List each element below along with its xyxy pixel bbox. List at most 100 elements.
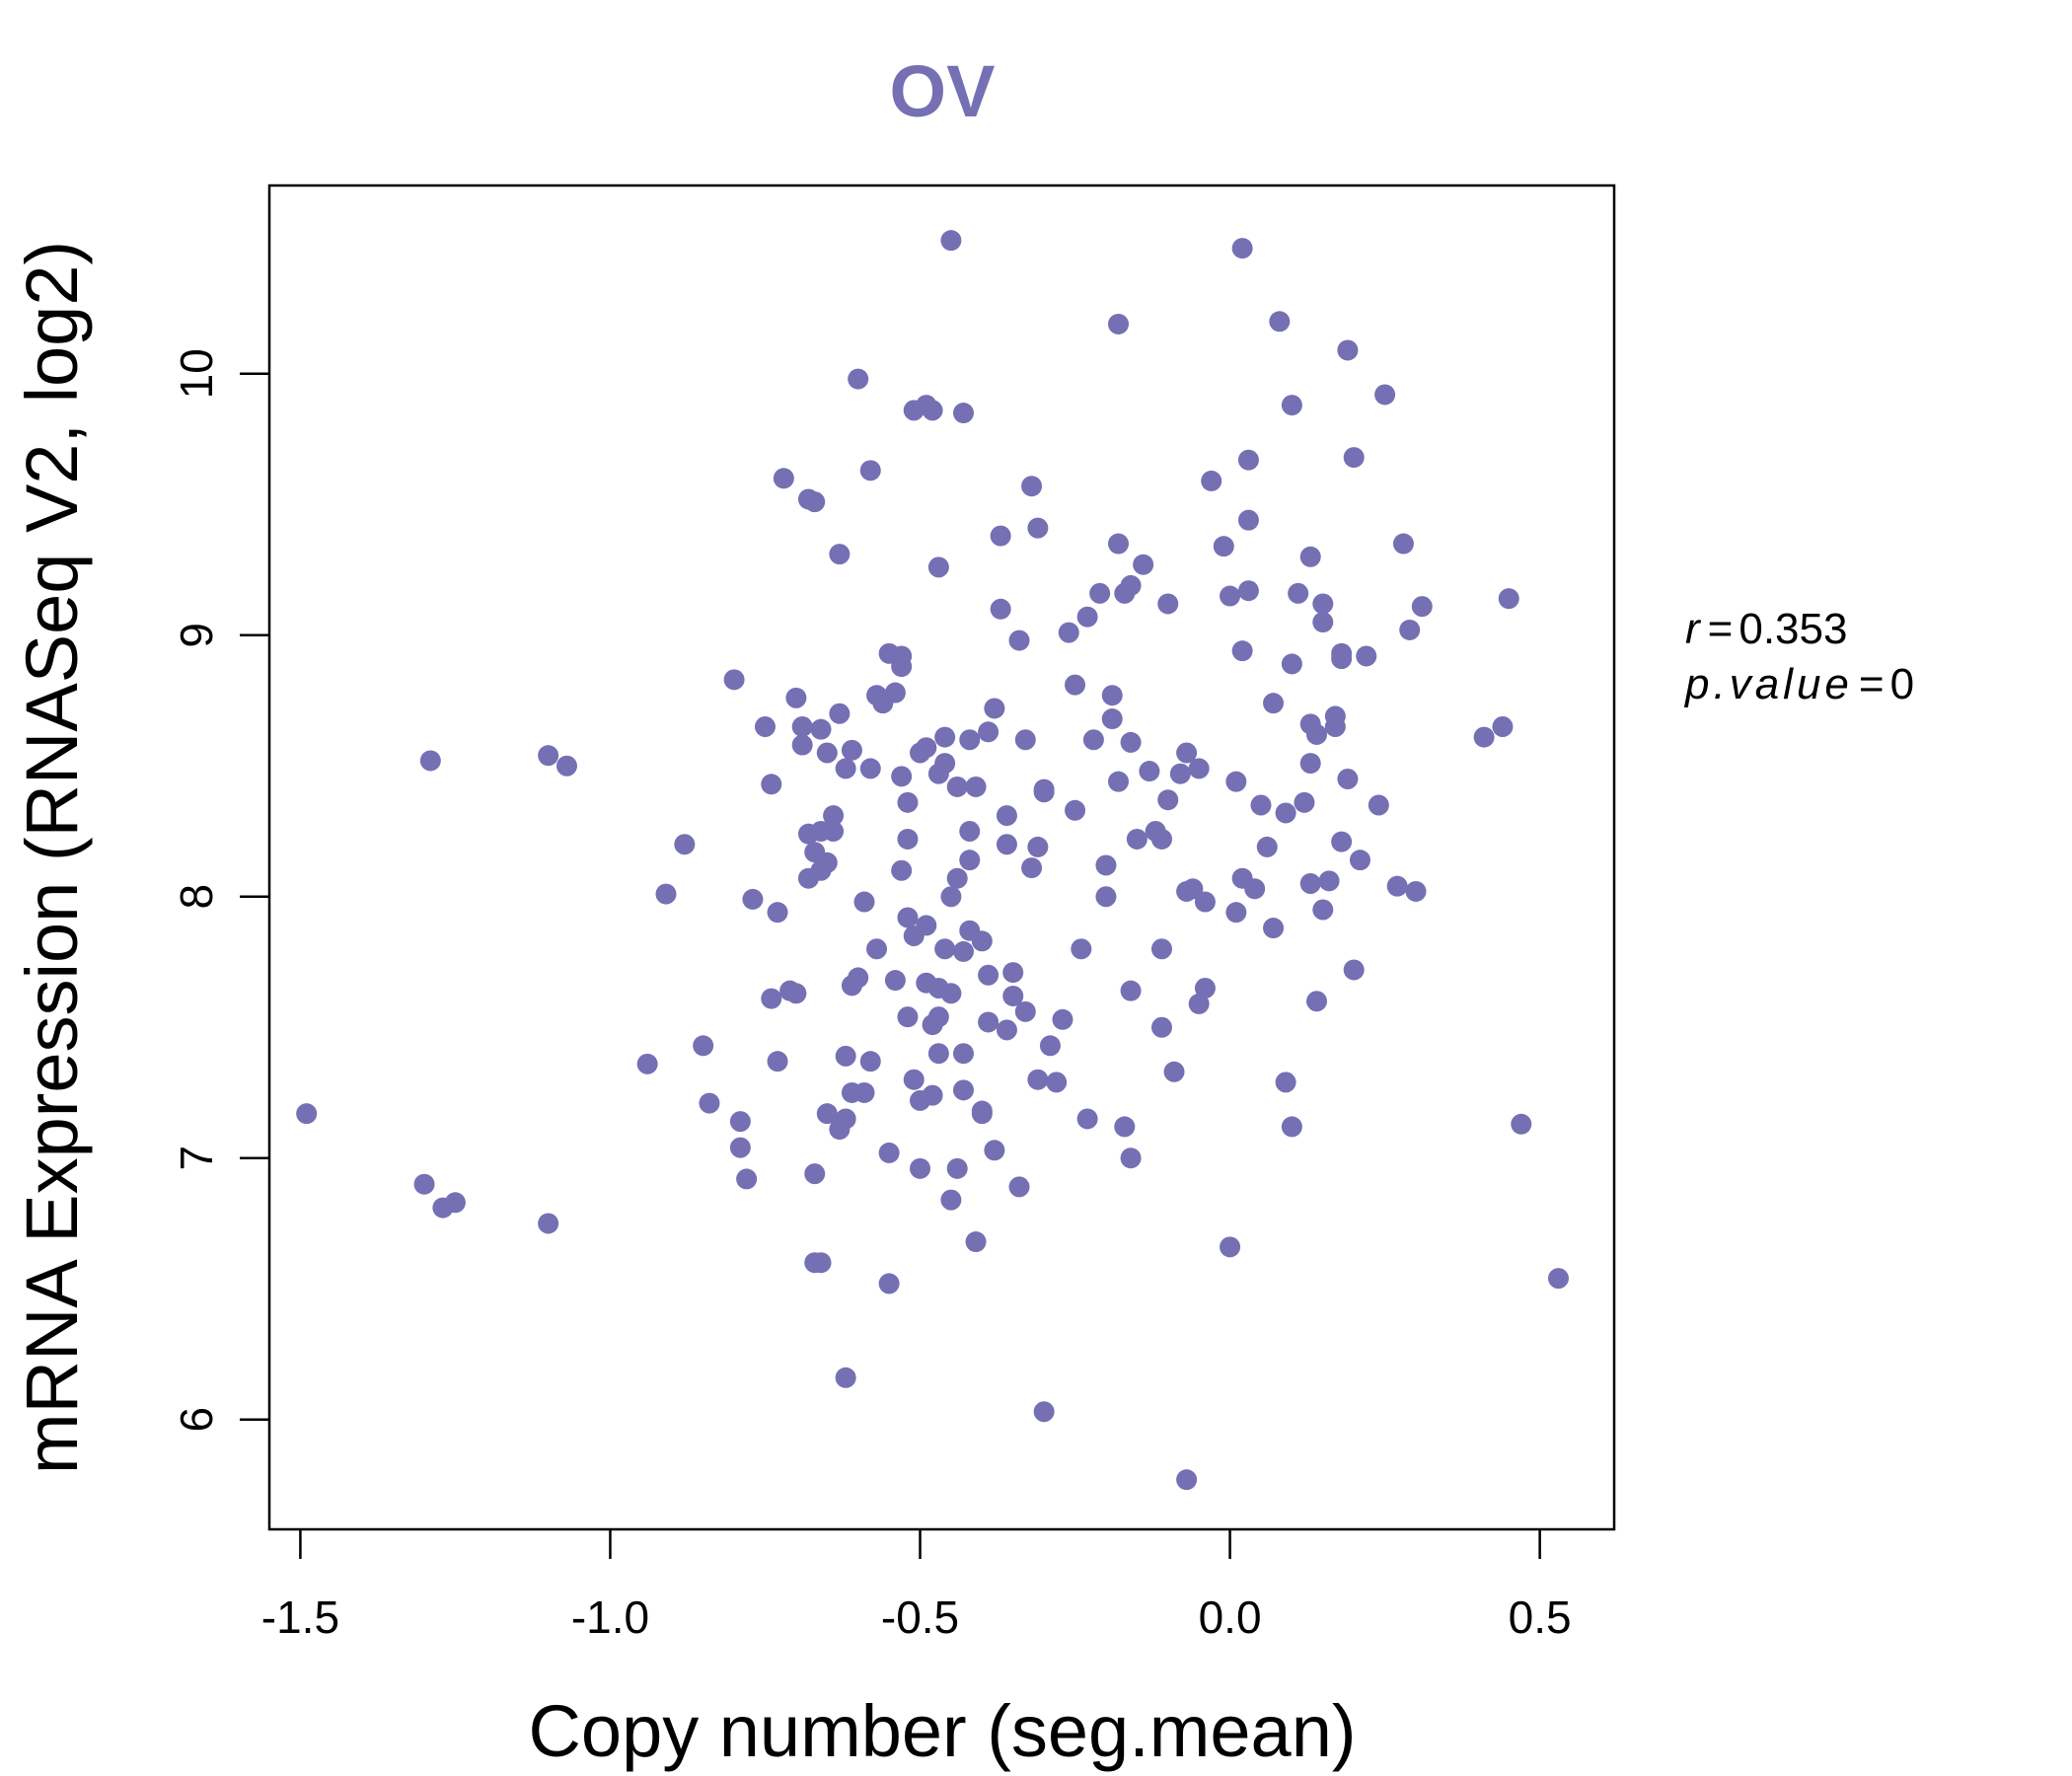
data-point — [952, 940, 974, 962]
data-point — [1349, 850, 1370, 871]
y-tick-label: 9 — [171, 623, 222, 648]
data-point — [866, 685, 888, 706]
data-point — [1176, 1469, 1198, 1491]
data-point — [1225, 771, 1247, 792]
data-point — [1331, 831, 1353, 852]
data-point — [897, 907, 919, 928]
data-point — [1033, 781, 1055, 803]
data-point — [1312, 899, 1334, 921]
svg-text:p.value=0: p.value = 0 — [1683, 660, 1914, 708]
data-point — [773, 468, 794, 489]
data-point — [1176, 742, 1198, 764]
data-point — [1039, 1035, 1061, 1057]
data-point — [1157, 789, 1179, 811]
data-point — [804, 1163, 826, 1185]
data-point — [1237, 449, 1259, 471]
data-point — [897, 828, 919, 850]
data-point — [984, 1140, 1005, 1161]
data-point — [910, 1157, 931, 1179]
data-point — [1213, 536, 1234, 557]
data-point — [1294, 791, 1315, 813]
data-point — [1250, 794, 1272, 816]
data-point — [444, 1192, 466, 1214]
data-point — [761, 774, 782, 795]
data-point — [1002, 962, 1024, 984]
data-point — [1008, 1176, 1030, 1198]
data-point — [934, 753, 956, 775]
data-point — [922, 1084, 943, 1106]
data-point — [965, 1231, 987, 1253]
data-point — [1126, 828, 1147, 850]
data-point — [791, 734, 813, 756]
r-value: 0.353 — [1739, 605, 1847, 653]
data-point — [841, 739, 862, 761]
data-point — [1263, 918, 1285, 939]
data-point — [959, 729, 981, 751]
data-point — [1263, 693, 1285, 714]
data-point — [1281, 653, 1302, 675]
data-point — [1027, 836, 1049, 857]
data-point — [1405, 880, 1427, 902]
data-point — [1194, 891, 1216, 913]
data-point — [990, 525, 1011, 547]
data-point — [1014, 729, 1036, 751]
data-point — [1052, 1008, 1073, 1030]
data-point — [296, 1103, 318, 1125]
plot-frame — [267, 184, 1616, 1531]
data-point — [853, 891, 875, 913]
data-point — [971, 930, 993, 952]
data-point — [736, 1168, 758, 1190]
data-point — [829, 703, 851, 724]
data-point — [878, 1142, 900, 1163]
data-point — [1343, 447, 1365, 469]
data-point — [555, 755, 577, 777]
data-point — [934, 726, 956, 748]
y-axis: 6 7 8 9 10 — [171, 348, 269, 1433]
data-point — [884, 682, 906, 703]
data-point — [816, 742, 838, 764]
data-point — [996, 805, 1017, 827]
data-point — [1101, 708, 1123, 730]
data-point — [1194, 977, 1216, 999]
data-point — [1492, 716, 1514, 738]
data-point — [959, 850, 981, 871]
r-label: r — [1685, 605, 1702, 653]
y-axis-label: mRNA Expression (RNASeq V2, log2) — [11, 241, 93, 1474]
data-point — [1120, 731, 1142, 753]
data-point — [729, 1111, 751, 1133]
data-point — [990, 598, 1011, 620]
data-point — [1120, 1147, 1142, 1169]
data-point — [835, 1045, 856, 1067]
data-point — [903, 1069, 925, 1090]
data-point — [1076, 1108, 1098, 1130]
data-point — [1076, 606, 1098, 628]
data-point — [984, 698, 1005, 719]
data-point — [848, 368, 869, 390]
data-point — [978, 721, 999, 743]
data-point — [978, 964, 999, 986]
data-point — [859, 460, 881, 481]
data-point — [934, 938, 956, 960]
data-point — [996, 834, 1017, 855]
data-point — [1244, 878, 1266, 900]
data-point — [1343, 959, 1365, 981]
data-point — [797, 488, 819, 510]
data-point — [1288, 582, 1309, 604]
data-point — [1065, 799, 1086, 821]
x-tick-label: 0.5 — [1509, 1591, 1572, 1643]
data-point — [1399, 619, 1421, 640]
data-point — [959, 821, 981, 843]
data-point — [413, 1173, 435, 1195]
data-point — [927, 1006, 949, 1028]
data-point — [1231, 640, 1253, 662]
correlation-annotation: r = 0.353 p.value = 0 — [1683, 605, 1914, 708]
data-point — [835, 758, 856, 779]
y-tick-label: 7 — [171, 1146, 222, 1171]
data-point — [829, 544, 851, 565]
data-point — [996, 1019, 1017, 1041]
data-point — [810, 1252, 832, 1274]
data-point — [699, 1092, 720, 1114]
data-point — [1201, 470, 1222, 491]
data-point — [927, 556, 949, 578]
data-point — [723, 669, 745, 691]
